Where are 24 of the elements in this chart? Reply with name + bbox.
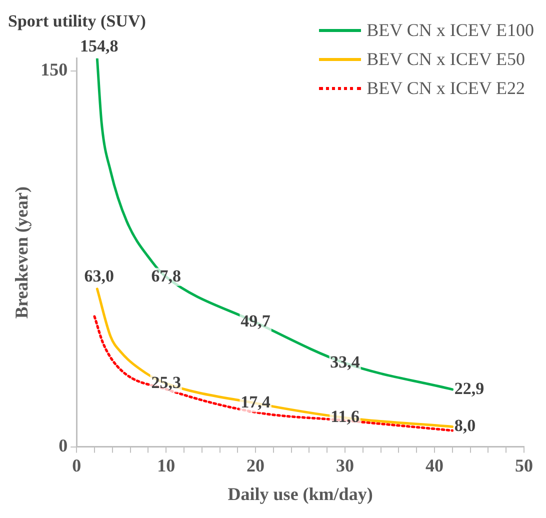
data-label: 11,6 xyxy=(330,407,360,426)
data-label: 22,9 xyxy=(454,378,484,398)
line-series xyxy=(93,315,454,432)
data-label: 154,8 xyxy=(80,36,118,56)
legend-label: BEV CN x ICEV E50 xyxy=(366,48,525,71)
legend-label: BEV CN x ICEV E22 xyxy=(366,77,525,100)
data-label: 49,7 xyxy=(240,312,271,331)
data-label: 33,4 xyxy=(330,352,360,372)
x-tick-label: 20 xyxy=(246,455,265,476)
data-label: 63,0 xyxy=(84,266,114,286)
x-tick-label: 30 xyxy=(336,455,354,476)
legend-label: BEV CN x ICEV E100 xyxy=(366,19,534,42)
data-label: 25,3 xyxy=(151,372,181,392)
x-tick-label: 40 xyxy=(426,455,444,476)
data-label: 8,0 xyxy=(454,416,476,436)
data-label: 67,8 xyxy=(151,266,181,286)
x-tick-label: 10 xyxy=(157,455,176,476)
y-tick-label: 150 xyxy=(40,60,68,80)
x-tick-label: 50 xyxy=(515,455,533,476)
data-label: 17,4 xyxy=(240,392,271,412)
chart-title: Sport utility (SUV) xyxy=(8,12,146,31)
y-axis-title: Breakeven (year) xyxy=(11,186,32,319)
x-tick-label: 0 xyxy=(72,455,82,476)
x-axis-title: Daily use (km/day) xyxy=(228,484,373,504)
